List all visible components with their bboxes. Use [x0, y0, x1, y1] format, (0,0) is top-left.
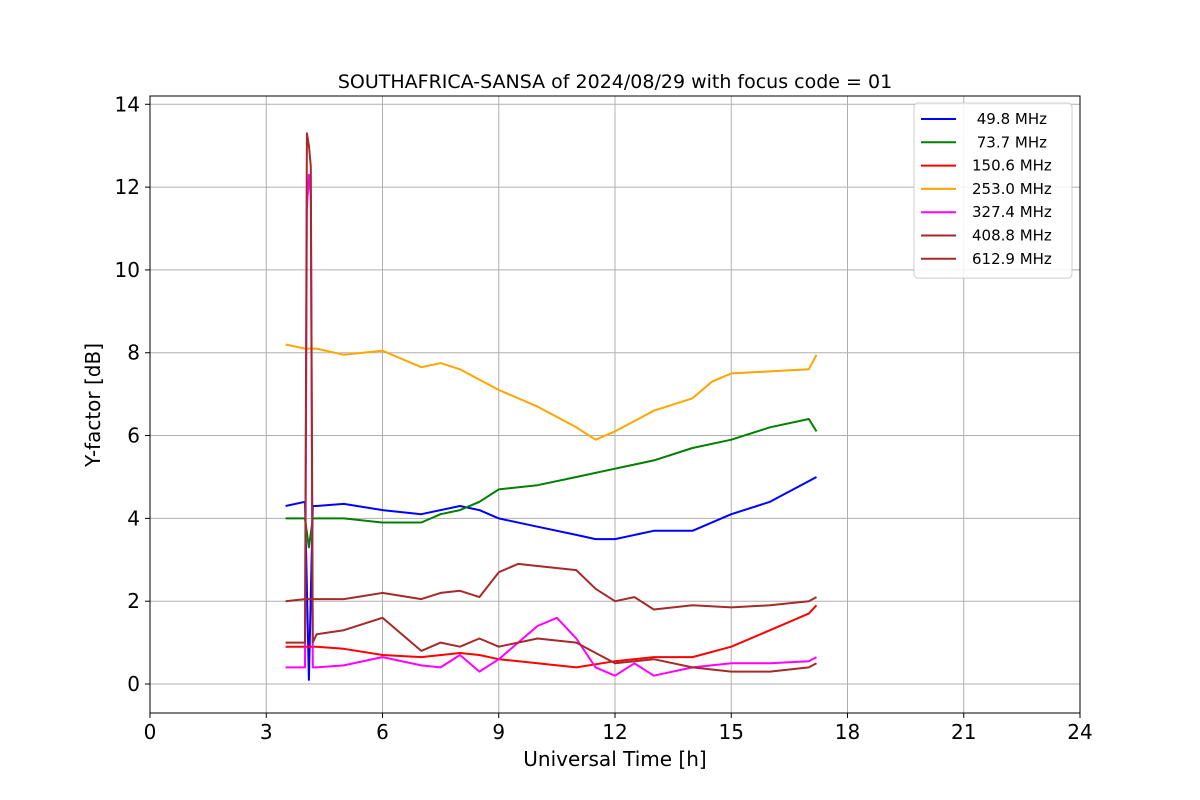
series-line-3: [285, 343, 818, 441]
y-tick-label: 8: [127, 341, 140, 365]
x-axis-label: Universal Time [h]: [523, 747, 706, 771]
x-tick-label: 24: [1067, 720, 1092, 744]
y-axis-label: Y-factor [dB]: [81, 343, 105, 468]
legend-label-2: 150.6 MHz: [972, 157, 1052, 175]
chart-title: SOUTHAFRICA-SANSA of 2024/08/29 with foc…: [338, 71, 892, 93]
legend-label-5: 408.8 MHz: [972, 227, 1052, 245]
x-tick-label: 6: [376, 720, 389, 744]
x-tick-label: 3: [260, 720, 273, 744]
series-line-1: [285, 418, 818, 549]
series-lines: [285, 132, 818, 681]
series-line-5: [285, 132, 817, 673]
x-tick-label: 18: [835, 720, 860, 744]
x-tick-label: 21: [951, 720, 976, 744]
y-tick-label: 2: [127, 589, 140, 613]
y-tick-label: 4: [127, 506, 140, 530]
y-tick-label: 0: [127, 672, 140, 696]
legend-label-4: 327.4 MHz: [972, 203, 1052, 221]
series-line-4: [285, 173, 817, 677]
series-line-2: [285, 604, 818, 669]
legend-box: [913, 102, 1073, 279]
legend-label-6: 612.9 MHz: [972, 250, 1052, 268]
y-tick-label: 12: [115, 175, 140, 199]
x-tick-label: 12: [602, 720, 627, 744]
x-tick-label: 15: [719, 720, 744, 744]
legend: 49.8 MHz 73.7 MHz 150.6 MHz 253.0 MHz 327.4…: [913, 102, 1073, 279]
legend-label-3: 253.0 MHz: [972, 180, 1052, 198]
x-tick-label: 0: [144, 720, 157, 744]
y-tick-label: 14: [115, 92, 140, 116]
y-tick-label: 10: [115, 258, 140, 282]
legend-label-1: 73.7 MHz: [972, 133, 1047, 151]
legend-label-0: 49.8 MHz: [972, 110, 1047, 128]
series-line-6: [285, 562, 817, 611]
y-tick-label: 6: [127, 424, 140, 448]
x-tick-label: 9: [492, 720, 505, 744]
series-line-0: [285, 476, 817, 681]
